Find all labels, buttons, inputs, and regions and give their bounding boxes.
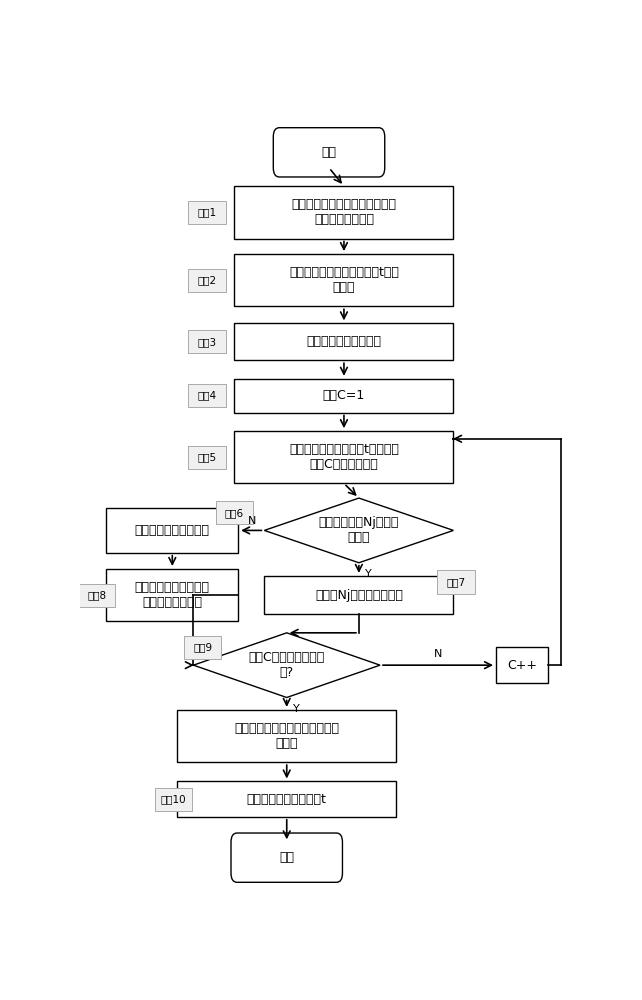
Text: C++: C++ bbox=[507, 659, 537, 672]
Polygon shape bbox=[265, 498, 453, 563]
Text: 使用最优节点启动任务t: 使用最优节点启动任务t bbox=[247, 793, 327, 806]
Text: 步骤3: 步骤3 bbox=[198, 337, 217, 347]
Polygon shape bbox=[193, 633, 380, 698]
Bar bbox=[234, 379, 453, 413]
Text: 步骤5: 步骤5 bbox=[198, 452, 217, 462]
Text: 步骤2: 步骤2 bbox=[198, 275, 217, 285]
Bar bbox=[234, 186, 453, 239]
FancyBboxPatch shape bbox=[231, 833, 342, 882]
Text: 客户端对网络节点广播任务t的启
动请求: 客户端对网络节点广播任务t的启 动请求 bbox=[289, 266, 399, 294]
Text: Y: Y bbox=[293, 704, 300, 714]
Text: 存在一个节点Nj符合最
优要求: 存在一个节点Nj符合最 优要求 bbox=[318, 516, 399, 544]
Bar bbox=[189, 201, 226, 224]
Text: 步骤6: 步骤6 bbox=[225, 508, 244, 518]
Bar bbox=[184, 636, 221, 659]
Bar bbox=[78, 584, 116, 607]
Text: 将节点的负载表与任务t中的优先
级为C的要求相比较: 将节点的负载表与任务t中的优先 级为C的要求相比较 bbox=[289, 443, 399, 471]
Bar bbox=[234, 254, 453, 306]
Text: 步骤4: 步骤4 bbox=[198, 391, 217, 401]
Text: 解析请求获得配置信息: 解析请求获得配置信息 bbox=[306, 335, 381, 348]
Text: 判断C是否为最大优先
级?: 判断C是否为最大优先 级? bbox=[248, 651, 325, 679]
Text: N: N bbox=[248, 516, 256, 526]
Text: 设置C=1: 设置C=1 bbox=[323, 389, 365, 402]
Bar bbox=[189, 330, 226, 353]
Text: 选择此时的候选最优节点作为最
优节点: 选择此时的候选最优节点作为最 优节点 bbox=[234, 722, 339, 750]
Text: Y: Y bbox=[365, 569, 372, 579]
Text: 步骤7: 步骤7 bbox=[446, 577, 465, 587]
Text: 选多个节点为保留节点: 选多个节点为保留节点 bbox=[135, 524, 210, 537]
FancyBboxPatch shape bbox=[273, 128, 385, 177]
Text: N: N bbox=[434, 649, 442, 659]
Bar bbox=[437, 570, 474, 594]
Bar bbox=[234, 431, 453, 483]
Bar bbox=[155, 788, 193, 811]
Bar bbox=[177, 710, 396, 762]
Bar bbox=[107, 569, 238, 621]
Bar bbox=[177, 781, 396, 817]
Text: 选节点Nj为候选最优节点: 选节点Nj为候选最优节点 bbox=[315, 589, 403, 602]
Bar bbox=[234, 323, 453, 360]
Text: 开始: 开始 bbox=[322, 146, 336, 159]
Text: 建立无中心节点的网络，并在节
点存储节点负载表: 建立无中心节点的网络，并在节 点存储节点负载表 bbox=[291, 198, 397, 226]
Bar bbox=[189, 384, 226, 407]
Bar bbox=[107, 508, 238, 553]
Text: 步骤1: 步骤1 bbox=[198, 207, 217, 217]
Bar bbox=[496, 647, 548, 683]
Bar bbox=[216, 501, 253, 524]
Bar bbox=[189, 269, 226, 292]
Text: 步骤9: 步骤9 bbox=[193, 642, 213, 652]
Text: 从保留节点中选择一个
作为候选最优节点: 从保留节点中选择一个 作为候选最优节点 bbox=[135, 581, 210, 609]
Text: 结束: 结束 bbox=[279, 851, 294, 864]
Text: 步骤10: 步骤10 bbox=[161, 794, 187, 804]
Bar bbox=[265, 576, 453, 614]
Bar bbox=[189, 446, 226, 469]
Text: 步骤8: 步骤8 bbox=[87, 590, 106, 600]
